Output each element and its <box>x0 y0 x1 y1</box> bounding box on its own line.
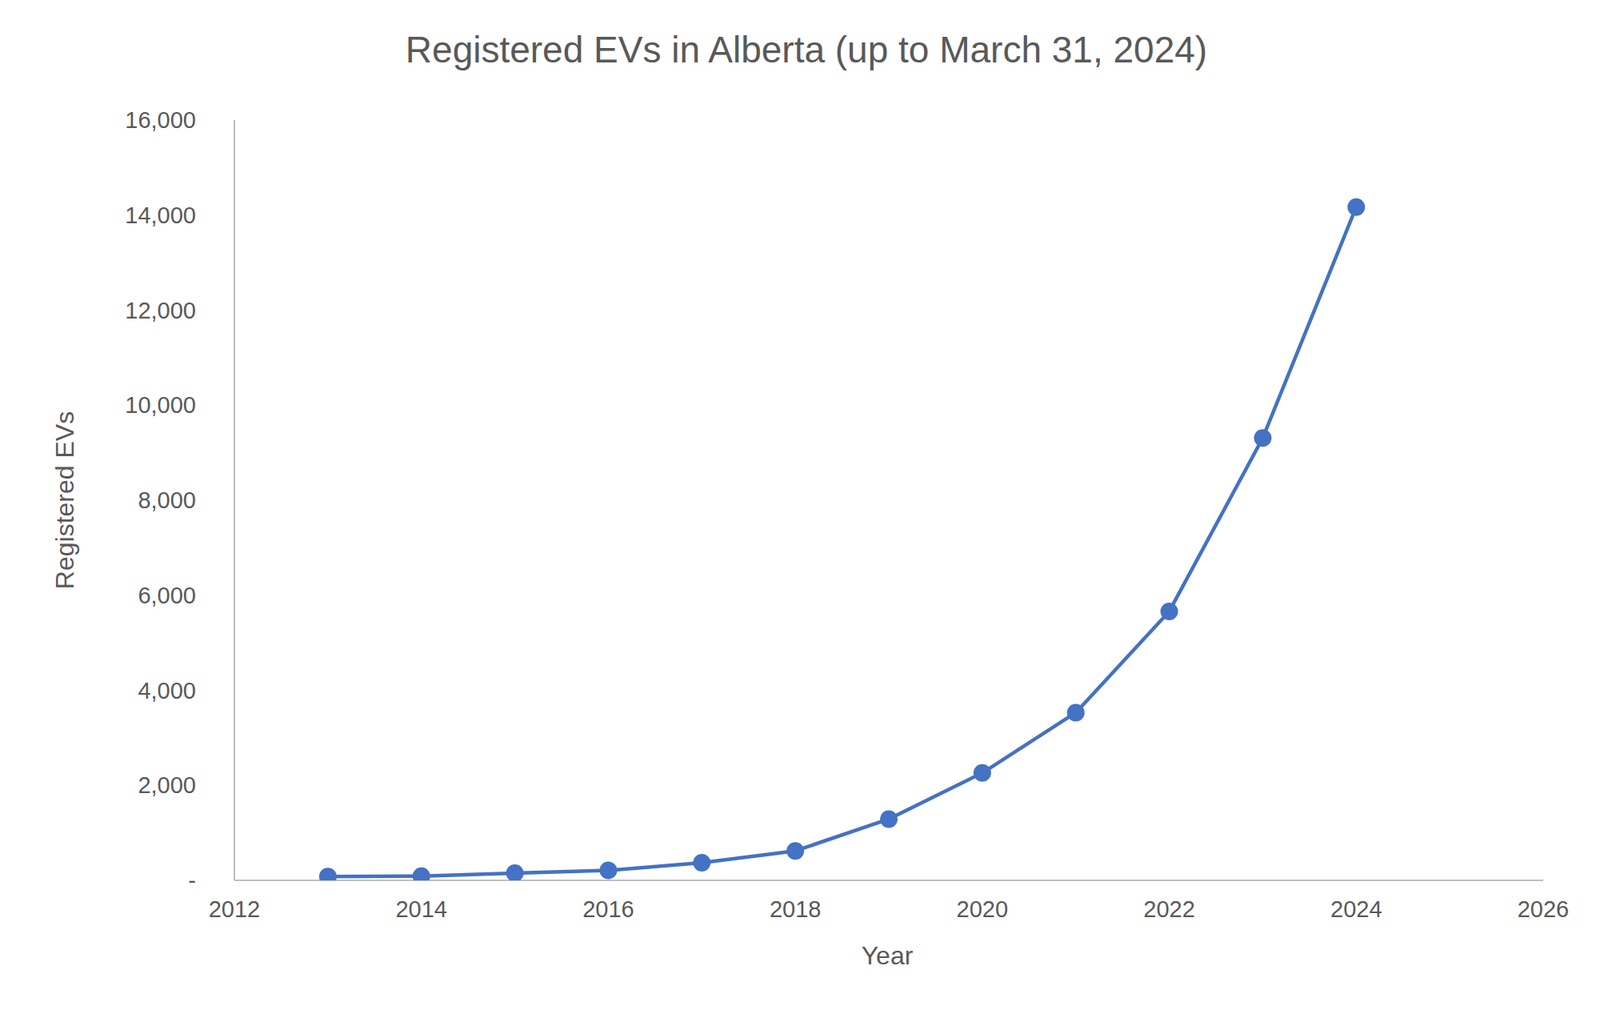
data-point <box>1347 198 1365 216</box>
data-point <box>506 864 524 880</box>
data-point <box>973 764 992 782</box>
x-tick-label: 2018 <box>769 896 822 922</box>
y-tick-label: 2,000 <box>137 772 196 798</box>
y-tick-label: 16,000 <box>124 107 196 133</box>
x-tick-label: 2014 <box>395 896 448 922</box>
data-point <box>692 853 711 872</box>
x-axis-line <box>234 879 1544 881</box>
x-axis-label: Year <box>861 940 914 970</box>
y-tick-label: 4,000 <box>137 677 196 704</box>
y-tick-label: 14,000 <box>124 202 196 228</box>
y-tick-label: - <box>188 867 196 893</box>
y-tick-label: 6,000 <box>137 582 196 608</box>
y-tick-label: 8,000 <box>137 487 196 513</box>
data-point <box>880 809 898 828</box>
chart-title: Registered EVs in Alberta (up to March 3… <box>405 28 1208 71</box>
y-axis-label: Registered EVs <box>50 411 80 589</box>
series-line <box>328 207 1356 877</box>
y-tick-label: 12,000 <box>124 297 196 324</box>
data-point <box>599 861 617 880</box>
y-tick-label: 10,000 <box>124 392 196 418</box>
data-point <box>412 867 431 880</box>
x-tick-label: 2020 <box>956 896 1009 922</box>
x-tick-label: 2012 <box>208 896 261 922</box>
x-tick-label: 2026 <box>1517 896 1570 922</box>
data-point <box>1160 602 1179 620</box>
y-axis-line <box>233 120 236 880</box>
x-tick-label: 2016 <box>582 896 635 922</box>
data-point <box>1067 703 1085 721</box>
chart-svg: Registered EVs in Alberta (up to March 3… <box>0 0 1600 1022</box>
data-point <box>319 867 337 880</box>
data-point <box>786 841 804 860</box>
data-point <box>1253 428 1272 447</box>
x-tick-label: 2022 <box>1143 896 1196 922</box>
plot-area <box>319 198 1365 880</box>
x-tick-label: 2024 <box>1330 896 1383 922</box>
chart-container: Registered EVs in Alberta (up to March 3… <box>0 0 1600 1022</box>
